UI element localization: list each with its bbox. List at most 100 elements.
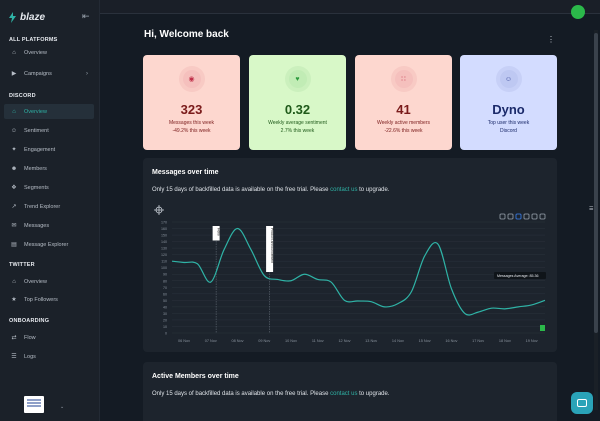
stat-label: Messages this week: [168, 120, 215, 126]
sidebar-item-segments[interactable]: ❖ Segments: [4, 180, 94, 195]
sidebar-item-campaigns[interactable]: ▶ Campaigns ›: [4, 66, 94, 81]
signal-icon: ∷: [394, 70, 413, 88]
sidebar-item-overview[interactable]: ⌂ Overview: [4, 45, 94, 60]
stat-value: 41: [396, 102, 411, 117]
panel-title: Messages over time: [152, 169, 219, 176]
panel-title: Active Members over time: [152, 373, 239, 380]
x-tick-label: 10 Nov: [285, 339, 297, 343]
x-tick-label: 16 Nov: [445, 339, 457, 343]
y-tick-label: 70: [163, 286, 167, 290]
sidebar-section-title: ONBOARDING: [9, 318, 50, 324]
scrollbar-thumb[interactable]: [594, 33, 598, 333]
sidebar-item-label: Overview: [24, 278, 47, 285]
x-tick-label: 18 Nov: [499, 339, 511, 343]
sidebar-item-engagement[interactable]: ✦ Engagement: [4, 142, 94, 157]
more-options-icon[interactable]: ⋮: [547, 35, 555, 44]
sidebar-item-logs[interactable]: ☰ Logs: [4, 349, 94, 364]
home-icon: ⌂: [12, 49, 16, 56]
x-tick-label: 09 Nov: [258, 339, 270, 343]
y-tick-label: 10: [163, 325, 167, 329]
y-tick-label: 110: [161, 260, 167, 264]
sidebar-item-label: Logs: [24, 353, 36, 360]
sidebar-item-label: Trend Explorer: [24, 203, 61, 210]
x-tick-label: 19 Nov: [526, 339, 538, 343]
annotation-badge: [266, 226, 274, 272]
series-end-marker: [540, 325, 545, 331]
stat-change: Discord: [500, 128, 517, 134]
annotation-label: Product announcement: [270, 228, 274, 263]
smile-icon: ☺: [10, 127, 18, 134]
sidebar-item-messages[interactable]: ✉ Messages: [4, 218, 94, 233]
megaphone-icon: ▶: [11, 71, 17, 77]
chevron-right-icon: ›: [86, 70, 88, 77]
sidebar-item-label: Top Followers: [24, 296, 58, 303]
x-tick-label: 12 Nov: [338, 339, 350, 343]
app-logo[interactable]: blaze: [8, 12, 45, 23]
reset-home-icon[interactable]: [531, 213, 538, 220]
avatar[interactable]: [571, 5, 585, 19]
y-tick-label: 140: [161, 240, 167, 244]
sidebar-section-title: TWITTER: [9, 262, 35, 268]
zoom-select-icon[interactable]: [515, 213, 522, 220]
y-tick-label: 60: [163, 292, 167, 296]
y-tick-label: 90: [163, 273, 167, 277]
messages-icon: ◉: [182, 70, 201, 88]
sidebar-item-label: Messages: [24, 222, 50, 229]
page-title: Hi, Welcome back: [144, 29, 229, 40]
heart-icon: ♥: [288, 70, 307, 88]
stat-value: 0.32: [284, 102, 311, 117]
logs-icon: ☰: [11, 354, 17, 360]
y-tick-label: 120: [161, 253, 167, 257]
engagement-icon: ✦: [11, 147, 17, 153]
stat-change: -49.2% this week: [172, 128, 211, 134]
side-panel-toggle-icon[interactable]: ☰: [589, 206, 594, 212]
sidebar-item-label: Flow: [24, 334, 36, 341]
contact-us-link[interactable]: contact us: [330, 391, 358, 397]
user-icon: ☺: [499, 70, 518, 88]
trial-note: Only 15 days of backfilled data is avail…: [152, 391, 390, 397]
sidebar-item-sentiment[interactable]: ☺ Sentiment: [4, 123, 94, 138]
sidebar-item-overview[interactable]: ⌂ Overview: [4, 104, 94, 119]
stat-card: ∷ 41 Weekly active members -22.6% this week: [355, 55, 452, 150]
average-label-box: [494, 272, 546, 279]
zoom-in-icon[interactable]: [499, 213, 506, 220]
y-tick-label: 150: [161, 234, 167, 238]
stat-card: ☺ Dyno Top user this week Discord: [460, 55, 557, 150]
trial-note-text: Only 15 days of backfilled data is avail…: [152, 391, 331, 397]
active-members-panel: Active Members over time Only 15 days of…: [143, 362, 557, 421]
trial-note-suffix: to upgrade.: [357, 391, 390, 397]
stat-value: 323: [180, 102, 203, 117]
contact-us-link[interactable]: contact us: [330, 187, 358, 193]
collapse-sidebar-icon[interactable]: ⇤: [82, 11, 90, 21]
sidebar-item-message-explorer[interactable]: ▤ Message Explorer: [4, 237, 94, 252]
sidebar-item-trend-explorer[interactable]: ↗ Trend Explorer: [4, 199, 94, 214]
pan-icon[interactable]: [523, 213, 530, 220]
annotation-label: Hello: [217, 228, 221, 236]
sidebar-item-flow[interactable]: ⇄ Flow: [4, 330, 94, 345]
menu-icon[interactable]: [539, 213, 546, 220]
flow-icon: ⇄: [11, 335, 17, 341]
sidebar-item-label: Engagement: [24, 146, 56, 153]
trial-note: Only 15 days of backfilled data is avail…: [152, 187, 390, 193]
x-tick-label: 08 Nov: [231, 339, 243, 343]
chat-support-button[interactable]: [571, 392, 593, 414]
y-tick-label: 0: [165, 332, 167, 336]
sidebar-section-title: DISCORD: [9, 93, 36, 99]
stat-value: Dyno: [492, 102, 525, 117]
stat-card: ♥ 0.32 Weekly average sentiment 2.7% this w…: [249, 55, 346, 150]
home-icon: ⌂: [12, 108, 16, 115]
x-tick-label: 15 Nov: [419, 339, 431, 343]
sidebar-item-members[interactable]: ☻ Members: [4, 161, 94, 176]
average-label: Messages Average: 85.36: [497, 274, 539, 278]
sidebar-item-top-followers[interactable]: ★ Top Followers: [4, 292, 94, 307]
sidebar-item-label: Overview: [24, 108, 47, 115]
sidebar-item-overview[interactable]: ⌂ Overview: [4, 274, 94, 289]
sidebar-item-label: Overview: [24, 49, 47, 56]
sidebar-item-label: Campaigns: [24, 70, 52, 77]
workspace-thumbnail[interactable]: [24, 396, 44, 413]
sidebar-section-title: ALL PLATFORMS: [9, 37, 58, 43]
home-icon: ⌂: [12, 278, 16, 285]
chevron-down-icon[interactable]: ⌄: [60, 404, 65, 410]
zoom-out-icon[interactable]: [507, 213, 514, 220]
stat-label: Weekly active members: [377, 120, 430, 126]
